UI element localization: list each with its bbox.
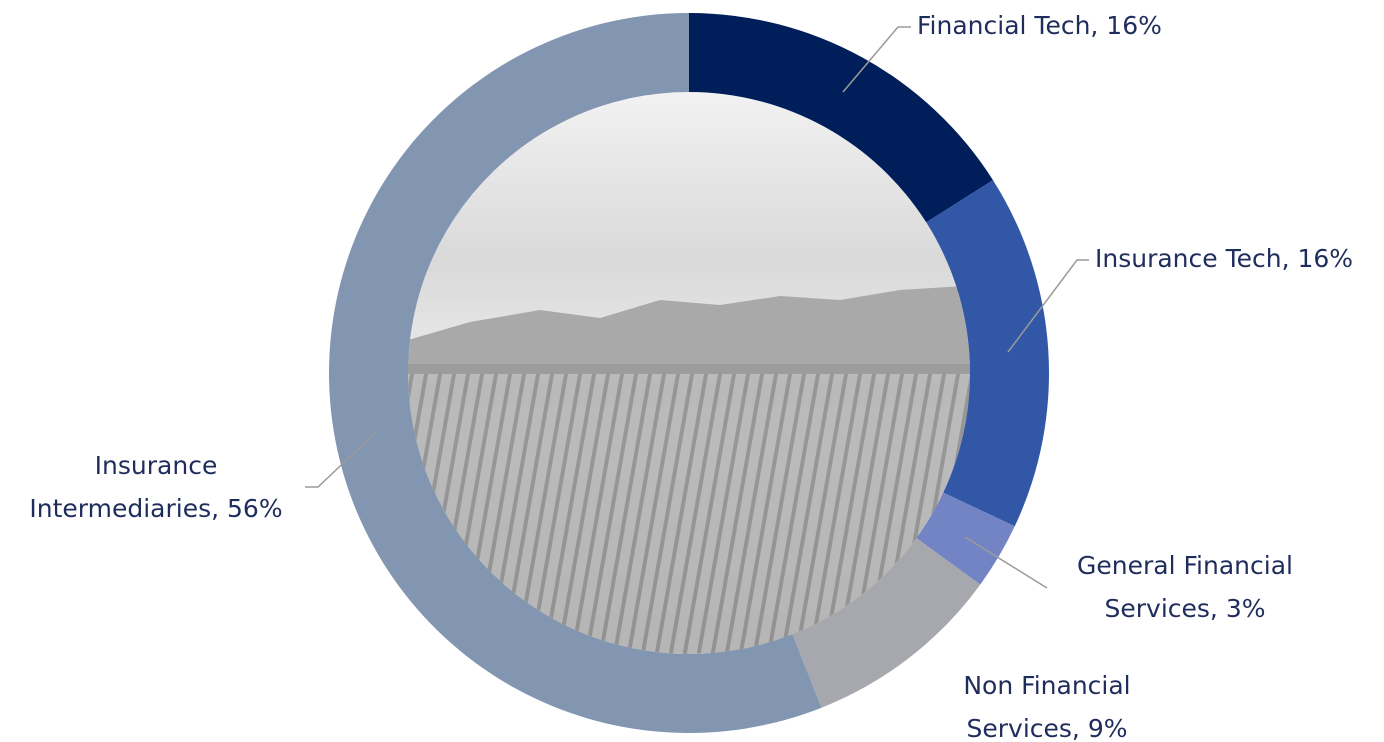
slice-label-line: Financial Tech, 16%: [917, 11, 1162, 40]
leader-line: [305, 432, 376, 488]
slice-label-line: Insurance Tech, 16%: [1095, 244, 1353, 273]
donut-segment: [329, 13, 822, 733]
slice-label-line: Intermediaries, 56%: [29, 494, 282, 523]
donut-segment: [926, 180, 1049, 527]
leader-line: [964, 536, 1048, 589]
leader-line: [1007, 259, 1089, 353]
slice-label-line: General Financial: [1077, 551, 1293, 580]
slice-label: Insurance Intermediaries, 56%: [29, 451, 282, 523]
slice-label: General Financial Services, 3%: [1077, 551, 1293, 623]
donut-segment: [792, 538, 981, 708]
donut-segment: [689, 13, 993, 223]
slice-label: Non Financial Services, 9%: [963, 671, 1130, 742]
center-photo: [408, 92, 970, 654]
leader-line: [842, 26, 911, 93]
donut: [329, 13, 1049, 733]
donut-segment: [916, 492, 1015, 585]
labels: Financial Tech, 16% Insurance Tech, 16% Ge…: [29, 11, 1353, 742]
slice-label-line: Services, 3%: [1105, 594, 1266, 623]
slice-label: Financial Tech, 16%: [917, 11, 1162, 40]
slice-label-line: Non Financial: [963, 671, 1130, 700]
slice-label-line: Services, 9%: [967, 714, 1128, 742]
slice-label-line: Insurance: [95, 451, 218, 480]
slice-label: Insurance Tech, 16%: [1095, 244, 1353, 273]
